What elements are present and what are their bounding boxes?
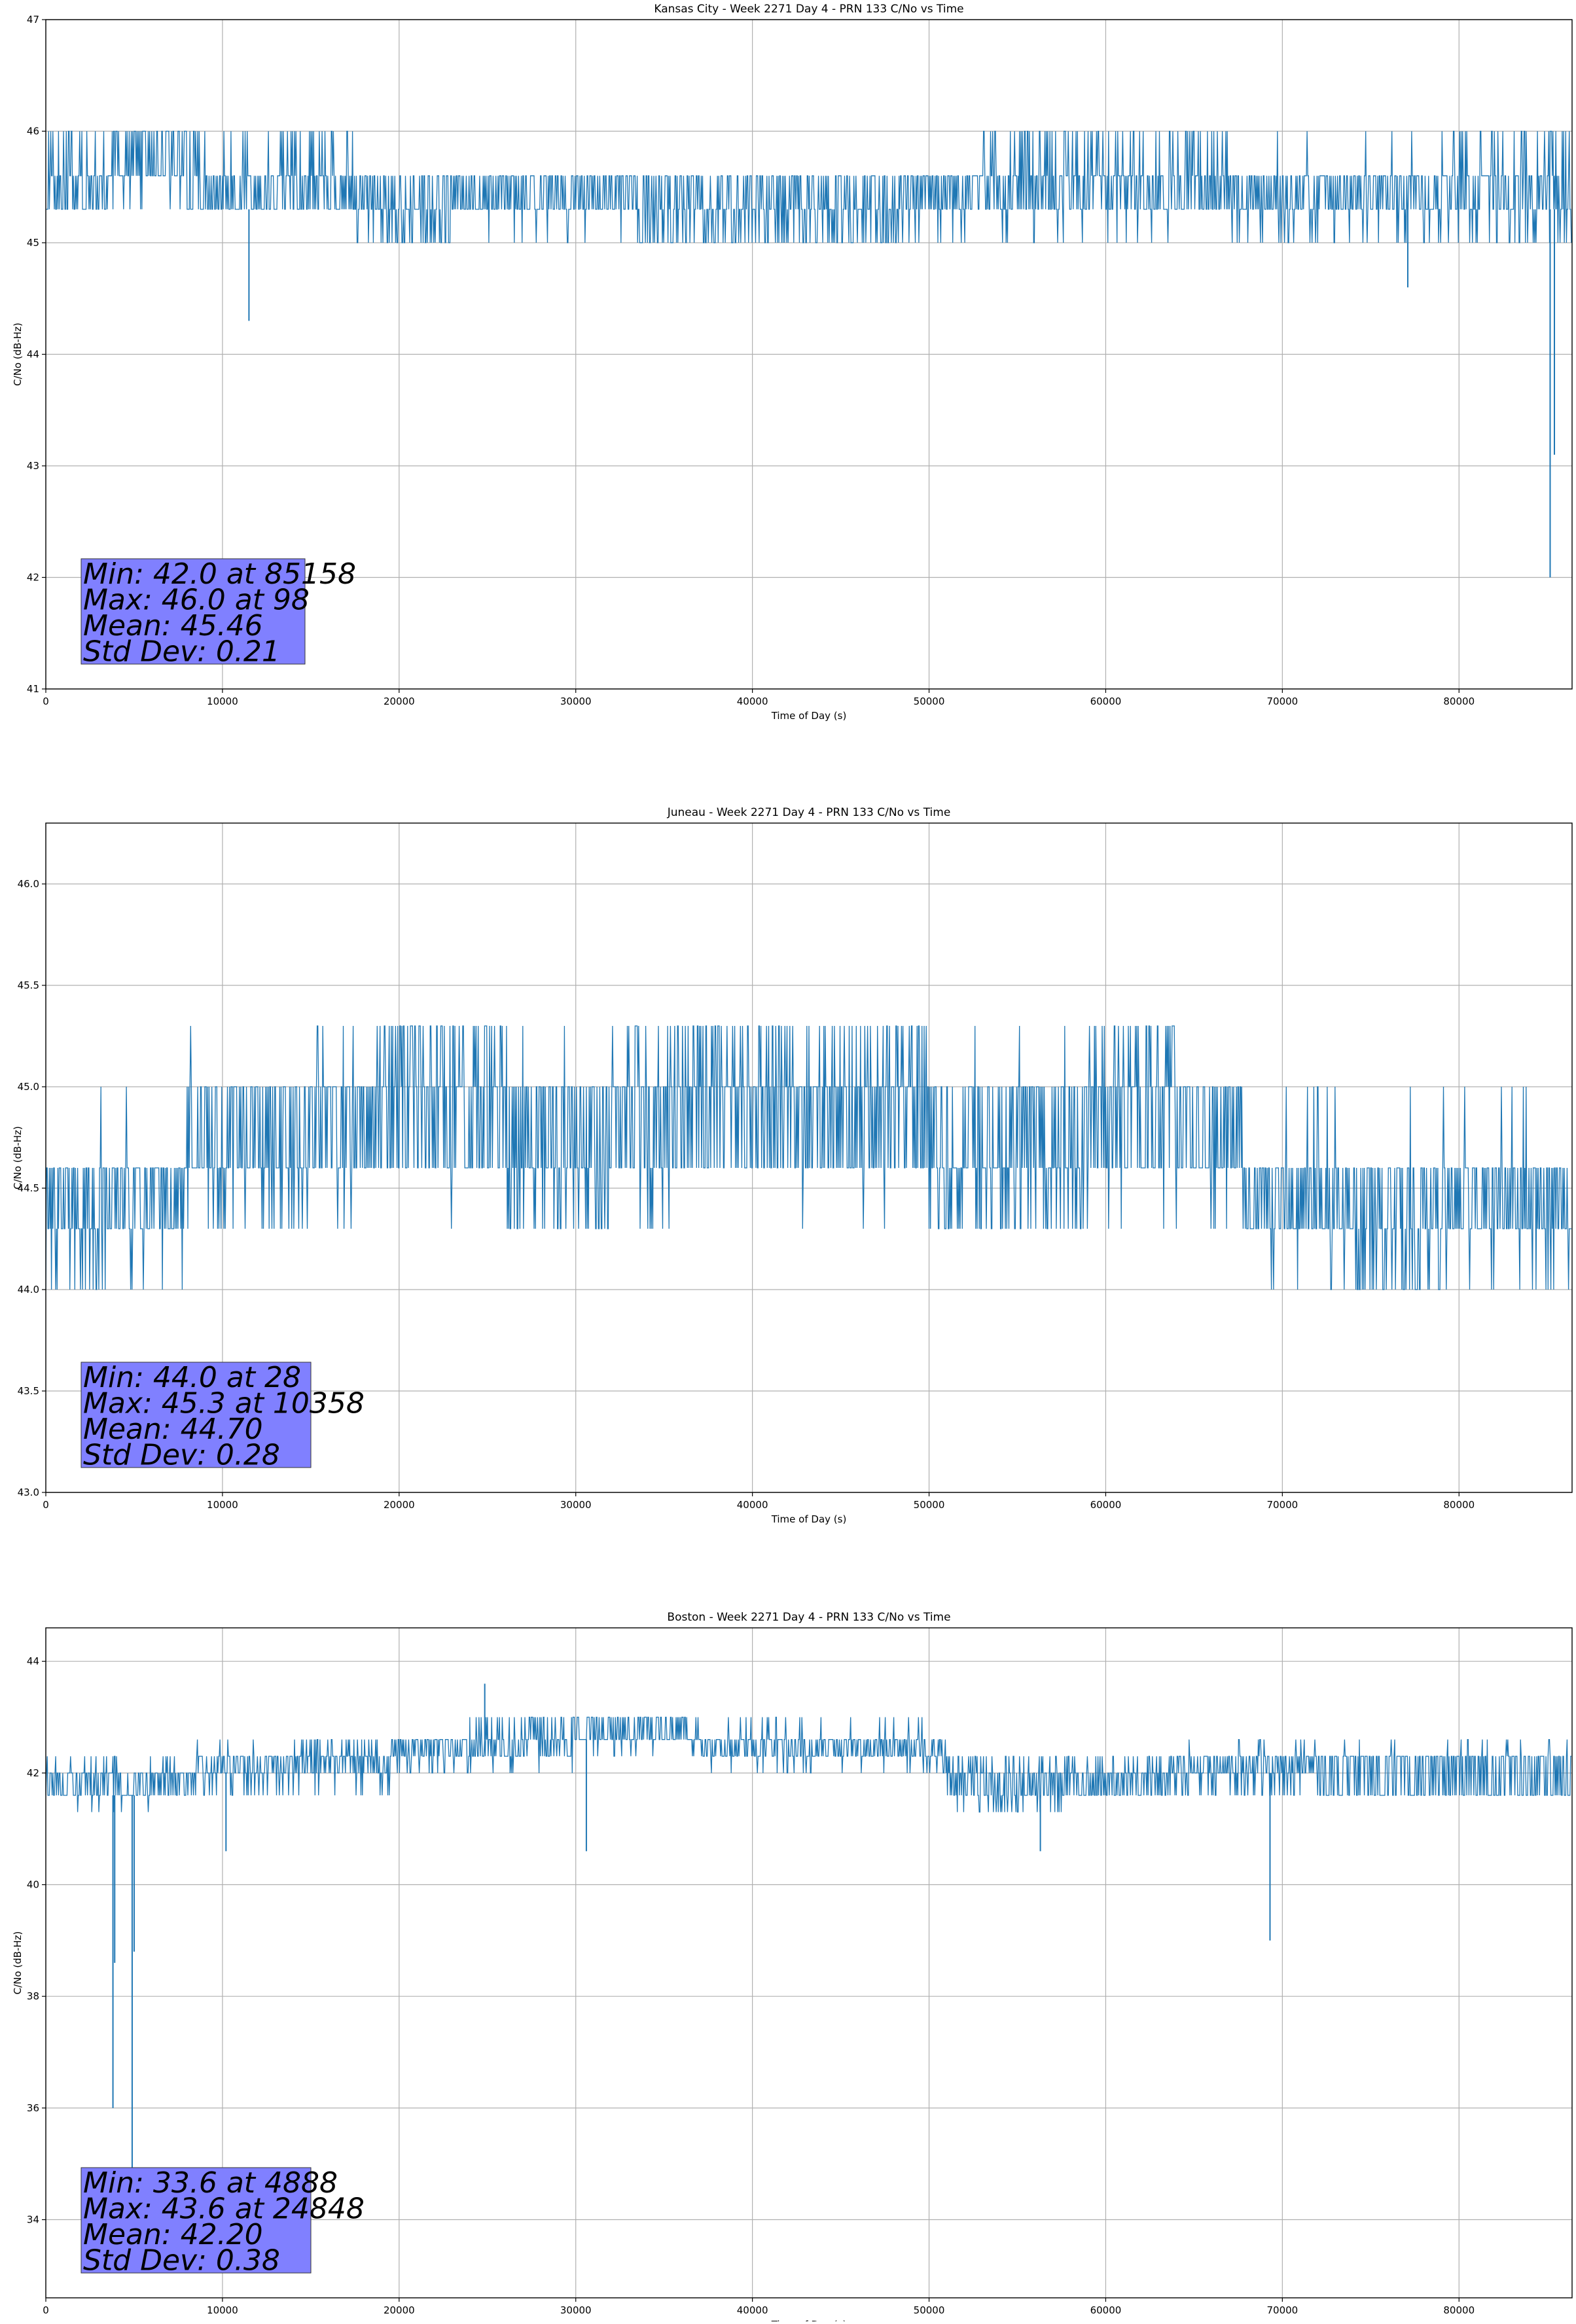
x-tick-label: 40000 — [737, 2304, 768, 2316]
y-tick-label: 44 — [27, 349, 39, 361]
x-tick-label: 0 — [43, 2304, 49, 2316]
x-tick-label: 30000 — [560, 695, 592, 707]
y-tick-label: 42 — [27, 1767, 39, 1779]
x-tick-label: 80000 — [1443, 1499, 1475, 1511]
series-line-cno — [46, 1716, 1571, 1813]
y-tick-label: 45 — [27, 237, 39, 249]
stats-line: Mean: 45.46 — [83, 609, 263, 643]
x-tick-label: 10000 — [207, 1499, 238, 1511]
chart-title: Boston - Week 2271 Day 4 - PRN 133 C/No … — [667, 1611, 950, 1624]
x-axis-label: Time of Day (s) — [771, 710, 847, 722]
chart-title: Juneau - Week 2271 Day 4 - PRN 133 C/No … — [667, 806, 951, 819]
plot-frame — [45, 1627, 1573, 2298]
x-tick-label: 60000 — [1090, 1499, 1122, 1511]
stats-line: Min: 33.6 at 4888 — [83, 2166, 338, 2200]
y-tick-label: 43 — [27, 460, 39, 472]
x-tick-label: 30000 — [560, 1499, 592, 1511]
stats-line: Std Dev: 0.21 — [83, 635, 280, 669]
y-tick-label: 44 — [27, 1655, 39, 1667]
stats-line: Mean: 42.20 — [83, 2218, 263, 2251]
x-tick-label: 20000 — [384, 2304, 415, 2316]
stats-box-background — [81, 2167, 312, 2274]
stats-line: Max: 45.3 at 10358 — [83, 1387, 365, 1420]
series-line-cno — [46, 130, 1572, 243]
x-tick-label: 60000 — [1090, 695, 1122, 707]
y-tick-label: 42 — [27, 572, 39, 584]
y-tick-label: 43.5 — [18, 1385, 39, 1397]
x-axis-label: Time of Day (s) — [771, 2319, 847, 2321]
x-tick-label: 70000 — [1266, 695, 1298, 707]
chart-title: Kansas City - Week 2271 Day 4 - PRN 133 … — [654, 3, 963, 16]
x-axis-label: Time of Day (s) — [771, 1513, 847, 1525]
y-tick-label: 46 — [27, 126, 39, 137]
y-tick-label: 40 — [27, 1879, 39, 1891]
series-line-cno — [46, 1025, 1571, 1290]
stats-box-background — [81, 558, 306, 665]
x-tick-label: 80000 — [1443, 2304, 1475, 2316]
y-tick-label: 34 — [27, 2214, 39, 2226]
x-tick-label: 70000 — [1266, 2304, 1298, 2316]
x-tick-label: 30000 — [560, 2304, 592, 2316]
y-tick-label: 41 — [27, 683, 39, 695]
x-tick-label: 10000 — [207, 2304, 238, 2316]
stats-line: Std Dev: 0.38 — [83, 2244, 280, 2278]
stats-line: Std Dev: 0.28 — [83, 1439, 280, 1472]
stats-line: Mean: 44.70 — [83, 1413, 263, 1446]
x-tick-label: 50000 — [914, 1499, 945, 1511]
x-tick-label: 50000 — [914, 2304, 945, 2316]
x-tick-label: 70000 — [1266, 1499, 1298, 1511]
stats-line: Max: 43.6 at 24848 — [83, 2192, 365, 2226]
x-tick-label: 40000 — [737, 1499, 768, 1511]
x-tick-label: 0 — [43, 1499, 49, 1511]
y-tick-label: 44.5 — [18, 1182, 39, 1194]
y-tick-label: 45.5 — [18, 979, 39, 991]
y-tick-label: 38 — [27, 1990, 39, 2002]
x-tick-label: 20000 — [384, 695, 415, 707]
y-tick-label: 47 — [27, 14, 39, 26]
stats-line: Min: 44.0 at 28 — [83, 1361, 301, 1394]
x-tick-label: 40000 — [737, 695, 768, 707]
x-tick-label: 80000 — [1443, 695, 1475, 707]
chart-panel-2: 0 10000 20000 30000 40000 50000 60000 70000 8000… — [12, 806, 1573, 1525]
stats-line: Max: 46.0 at 98 — [83, 584, 310, 617]
y-axis-label: C/No (dB-Hz) — [12, 1931, 24, 1995]
chart-panel-3: 0 10000 20000 30000 40000 50000 60000 70000 8000… — [12, 1611, 1573, 2324]
y-tick-label: 46.0 — [18, 878, 39, 890]
x-tick-label: 60000 — [1090, 2304, 1122, 2316]
y-axis-label: C/No (dB-Hz) — [12, 323, 24, 386]
x-tick-label: 0 — [43, 695, 49, 707]
x-tick-label: 20000 — [384, 1499, 415, 1511]
y-axis-label: C/No (dB-Hz) — [12, 1126, 24, 1189]
y-tick-label: 44.0 — [18, 1284, 39, 1295]
y-tick-label: 43.0 — [18, 1487, 39, 1498]
stats-line: Min: 42.0 at 85158 — [83, 557, 356, 591]
x-tick-label: 50000 — [914, 695, 945, 707]
plot-frame — [45, 822, 1573, 1493]
stats-box-background — [81, 1362, 312, 1468]
x-tick-label: 10000 — [207, 695, 238, 707]
y-tick-label: 36 — [27, 2102, 39, 2114]
chart-panel-1: 0 10000 20000 30000 40000 50000 60000 70000 8000… — [12, 3, 1573, 722]
y-tick-label: 45.0 — [18, 1081, 39, 1093]
